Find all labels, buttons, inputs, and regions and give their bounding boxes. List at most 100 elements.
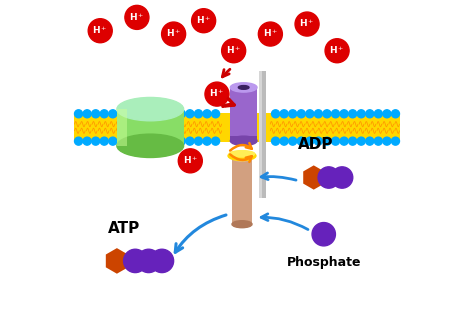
Text: H$^+$: H$^+$ [129, 11, 145, 22]
Circle shape [349, 137, 356, 145]
Circle shape [118, 110, 125, 118]
Circle shape [143, 137, 151, 145]
FancyArrowPatch shape [223, 98, 234, 106]
FancyArrowPatch shape [261, 214, 308, 229]
Ellipse shape [230, 136, 257, 145]
Bar [230, 136, 257, 142]
Circle shape [374, 137, 383, 145]
Circle shape [83, 110, 91, 118]
Circle shape [74, 137, 82, 145]
Circle shape [349, 110, 356, 118]
Circle shape [289, 110, 297, 118]
Circle shape [222, 39, 246, 63]
Circle shape [366, 110, 374, 118]
Circle shape [194, 137, 202, 145]
Circle shape [109, 110, 117, 118]
Circle shape [135, 137, 143, 145]
Circle shape [323, 110, 331, 118]
Circle shape [211, 137, 219, 145]
Circle shape [160, 110, 168, 118]
Circle shape [325, 39, 349, 63]
Circle shape [125, 5, 149, 29]
Circle shape [152, 110, 160, 118]
Bar [259, 71, 262, 198]
Circle shape [392, 110, 400, 118]
Text: ADP: ADP [298, 137, 333, 152]
Circle shape [194, 110, 202, 118]
Circle shape [109, 137, 117, 145]
Circle shape [126, 137, 134, 145]
Circle shape [162, 22, 186, 46]
Ellipse shape [228, 151, 256, 160]
Text: H$^+$: H$^+$ [226, 44, 241, 56]
Circle shape [383, 110, 391, 118]
Ellipse shape [230, 83, 257, 92]
Bar [117, 109, 127, 146]
Ellipse shape [229, 151, 255, 157]
Circle shape [323, 137, 331, 145]
Bar [230, 87, 257, 141]
Circle shape [150, 249, 173, 273]
FancyArrowPatch shape [261, 173, 296, 180]
Text: H$^+$: H$^+$ [182, 154, 198, 166]
Circle shape [306, 110, 314, 118]
Circle shape [203, 110, 211, 118]
Polygon shape [105, 247, 129, 275]
Ellipse shape [238, 85, 249, 89]
Circle shape [392, 137, 400, 145]
FancyArrowPatch shape [230, 143, 252, 151]
Circle shape [383, 137, 391, 145]
Circle shape [258, 22, 283, 46]
Circle shape [177, 110, 185, 118]
Ellipse shape [232, 221, 252, 228]
Ellipse shape [117, 97, 183, 121]
Circle shape [177, 137, 185, 145]
Circle shape [374, 110, 383, 118]
Circle shape [331, 110, 339, 118]
Circle shape [126, 110, 134, 118]
Circle shape [314, 110, 322, 118]
Circle shape [74, 110, 82, 118]
FancyArrowPatch shape [175, 215, 226, 252]
Circle shape [186, 137, 194, 145]
Polygon shape [302, 164, 325, 191]
Circle shape [205, 82, 229, 106]
Circle shape [272, 110, 280, 118]
Circle shape [289, 137, 297, 145]
Circle shape [357, 137, 365, 145]
Circle shape [331, 167, 353, 188]
Text: Phosphate: Phosphate [286, 256, 361, 269]
Bar [117, 109, 183, 146]
Circle shape [297, 110, 305, 118]
Text: H$^+$: H$^+$ [329, 44, 345, 56]
Circle shape [314, 137, 322, 145]
Circle shape [340, 110, 348, 118]
Circle shape [186, 110, 194, 118]
Text: H$^+$: H$^+$ [196, 14, 211, 26]
Circle shape [318, 167, 339, 188]
Circle shape [88, 19, 112, 43]
FancyArrowPatch shape [222, 69, 230, 77]
Circle shape [100, 137, 108, 145]
FancyArrowPatch shape [230, 154, 252, 162]
Circle shape [178, 149, 202, 173]
Circle shape [297, 137, 305, 145]
Circle shape [366, 137, 374, 145]
Circle shape [357, 110, 365, 118]
Circle shape [312, 222, 336, 246]
Circle shape [191, 9, 216, 33]
Text: H$^+$: H$^+$ [166, 27, 182, 39]
Ellipse shape [117, 134, 183, 157]
Circle shape [169, 110, 177, 118]
Text: ATP: ATP [108, 221, 140, 236]
Circle shape [280, 110, 288, 118]
Text: H$^+$: H$^+$ [263, 27, 278, 39]
Circle shape [91, 137, 100, 145]
Bar [232, 157, 252, 224]
Circle shape [137, 249, 160, 273]
Circle shape [211, 110, 219, 118]
Circle shape [295, 12, 319, 36]
Text: H$^+$: H$^+$ [299, 17, 315, 29]
Bar [73, 113, 401, 142]
Circle shape [118, 137, 125, 145]
